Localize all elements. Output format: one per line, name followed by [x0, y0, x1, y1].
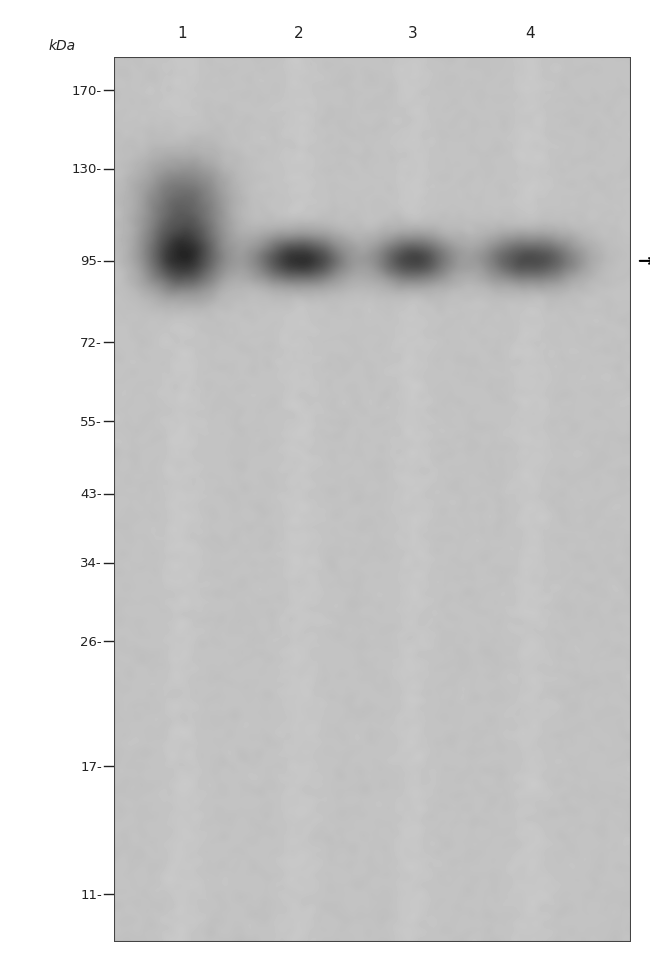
Text: 3: 3 — [408, 26, 417, 41]
Text: 170-: 170- — [72, 85, 102, 97]
Text: 2: 2 — [294, 26, 304, 41]
Text: 1: 1 — [177, 26, 187, 41]
Text: 17-: 17- — [81, 760, 102, 773]
Text: 43-: 43- — [81, 487, 102, 501]
Text: 34-: 34- — [81, 556, 102, 570]
Text: 4: 4 — [525, 26, 534, 41]
Text: 11-: 11- — [81, 888, 102, 900]
Text: 130-: 130- — [72, 163, 102, 176]
Text: 55-: 55- — [81, 415, 102, 429]
Text: 95-: 95- — [81, 255, 102, 268]
Text: kDa: kDa — [48, 38, 75, 53]
Text: 72-: 72- — [81, 336, 102, 350]
Text: 26-: 26- — [81, 635, 102, 649]
